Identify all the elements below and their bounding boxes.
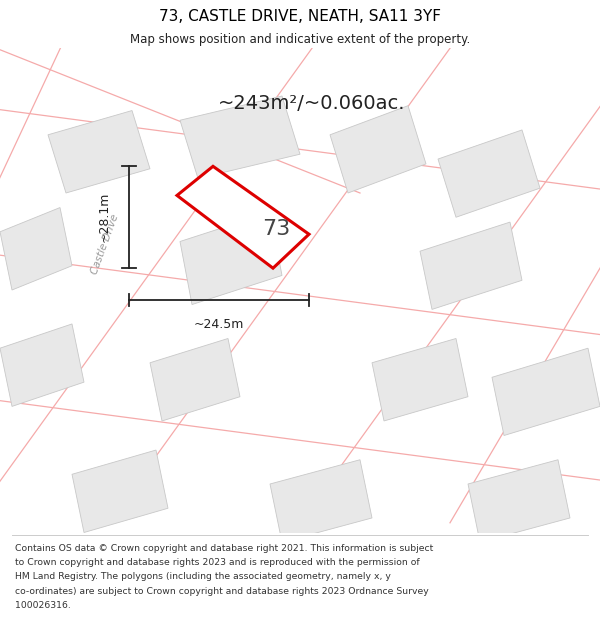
Text: 100026316.: 100026316. xyxy=(15,601,71,610)
Polygon shape xyxy=(420,222,522,309)
Polygon shape xyxy=(330,106,426,193)
Polygon shape xyxy=(0,208,72,290)
Text: to Crown copyright and database rights 2023 and is reproduced with the permissio: to Crown copyright and database rights 2… xyxy=(15,558,419,567)
Polygon shape xyxy=(270,460,372,542)
Text: ~243m²/~0.060ac.: ~243m²/~0.060ac. xyxy=(218,94,406,112)
Polygon shape xyxy=(180,213,282,304)
Polygon shape xyxy=(468,460,570,542)
Text: co-ordinates) are subject to Crown copyright and database rights 2023 Ordnance S: co-ordinates) are subject to Crown copyr… xyxy=(15,587,429,596)
Text: 73: 73 xyxy=(262,219,290,239)
Polygon shape xyxy=(177,166,309,268)
Polygon shape xyxy=(492,348,600,436)
Polygon shape xyxy=(72,450,168,532)
Polygon shape xyxy=(438,130,540,218)
Text: 73, CASTLE DRIVE, NEATH, SA11 3YF: 73, CASTLE DRIVE, NEATH, SA11 3YF xyxy=(159,9,441,24)
Text: HM Land Registry. The polygons (including the associated geometry, namely x, y: HM Land Registry. The polygons (includin… xyxy=(15,572,391,581)
Polygon shape xyxy=(150,339,240,421)
Text: Castle Drive: Castle Drive xyxy=(89,213,121,276)
Polygon shape xyxy=(48,111,150,193)
Polygon shape xyxy=(180,96,300,179)
Polygon shape xyxy=(0,324,84,406)
Polygon shape xyxy=(372,339,468,421)
Text: Map shows position and indicative extent of the property.: Map shows position and indicative extent… xyxy=(130,33,470,46)
Text: ~24.5m: ~24.5m xyxy=(194,318,244,331)
Text: ~28.1m: ~28.1m xyxy=(98,192,111,242)
Text: Contains OS data © Crown copyright and database right 2021. This information is : Contains OS data © Crown copyright and d… xyxy=(15,544,433,552)
